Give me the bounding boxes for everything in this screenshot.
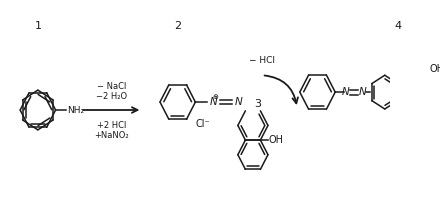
- Text: Cl⁻: Cl⁻: [195, 119, 210, 129]
- Text: +NaNO₂: +NaNO₂: [94, 131, 128, 140]
- Text: OH: OH: [268, 135, 283, 145]
- Text: −2 H₂O: −2 H₂O: [96, 92, 127, 101]
- Text: 4: 4: [394, 20, 401, 31]
- Text: − NaCl: − NaCl: [97, 82, 126, 91]
- Text: OH: OH: [429, 64, 440, 74]
- Text: 1: 1: [34, 20, 41, 31]
- Text: 3: 3: [254, 99, 261, 109]
- Text: N: N: [359, 87, 367, 97]
- Text: − HCl: − HCl: [249, 56, 275, 65]
- Text: N: N: [342, 87, 350, 97]
- Text: +2 HCl: +2 HCl: [97, 121, 126, 130]
- Text: ⊕: ⊕: [212, 94, 218, 100]
- Text: N: N: [209, 97, 217, 107]
- Text: N: N: [235, 97, 242, 107]
- Text: NH₂: NH₂: [67, 106, 84, 114]
- Text: 2: 2: [174, 20, 181, 31]
